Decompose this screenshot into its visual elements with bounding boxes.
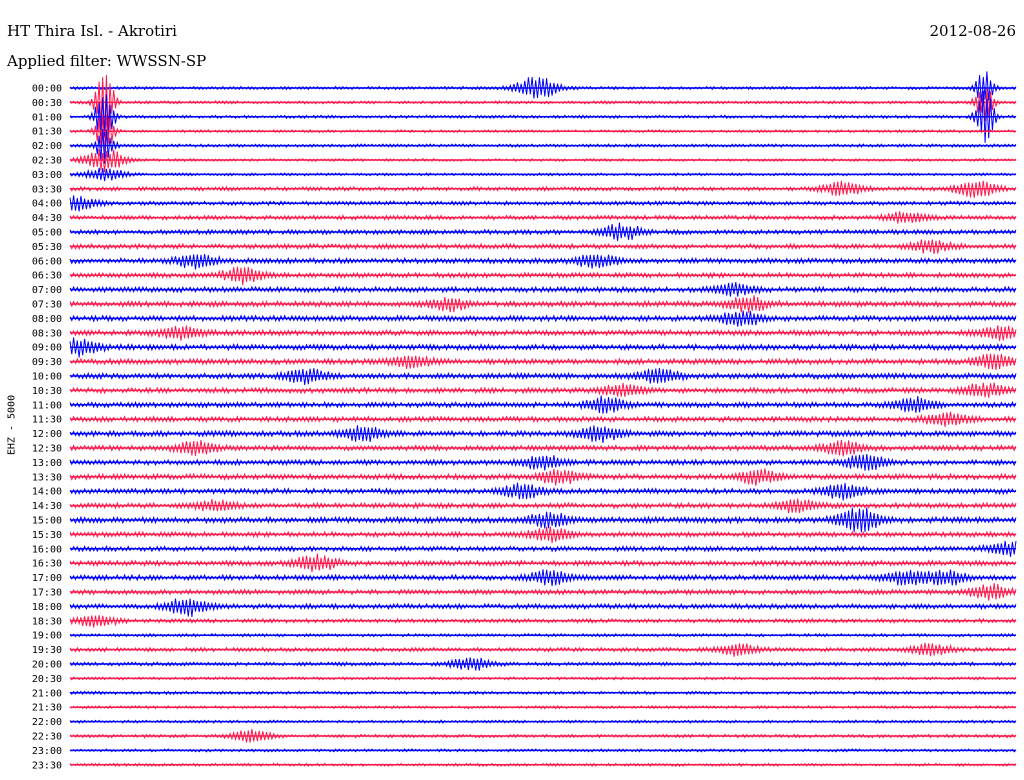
time-tick-label: 15:30 xyxy=(32,530,62,541)
trace-line xyxy=(69,254,1017,270)
trace-line xyxy=(69,114,1017,156)
time-tick-label: 09:00 xyxy=(32,343,62,354)
time-tick-label: 07:30 xyxy=(32,300,62,311)
time-tick-label: 03:30 xyxy=(32,184,62,195)
trace-line xyxy=(69,395,1017,414)
time-tick-label: 22:00 xyxy=(32,717,62,728)
time-tick-label: 13:30 xyxy=(32,472,62,483)
time-tick-label: 20:00 xyxy=(32,660,62,671)
time-tick-label: 14:30 xyxy=(32,501,62,512)
time-tick-label: 08:30 xyxy=(32,328,62,339)
time-tick-label: 00:30 xyxy=(32,98,62,109)
time-tick-label: 18:00 xyxy=(32,602,62,613)
time-tick-label: 16:30 xyxy=(32,559,62,570)
time-tick-label: 21:00 xyxy=(32,688,62,699)
time-tick-label: 03:00 xyxy=(32,170,62,181)
time-tick-label: 17:30 xyxy=(32,588,62,599)
trace-line xyxy=(69,598,1017,618)
time-tick-label: 00:00 xyxy=(32,84,62,95)
time-tick-label: 14:00 xyxy=(32,487,62,498)
date-label: 2012-08-26 xyxy=(929,22,1016,40)
time-tick-label: 12:00 xyxy=(32,429,62,440)
time-tick-label: 02:30 xyxy=(32,156,62,167)
time-tick-label: 06:00 xyxy=(32,256,62,267)
time-tick-label: 12:30 xyxy=(32,444,62,455)
time-tick-label: 08:00 xyxy=(32,314,62,325)
trace-line xyxy=(69,411,1017,427)
time-tick-label: 04:00 xyxy=(32,199,62,210)
time-tick-label: 21:30 xyxy=(32,703,62,714)
time-tick-label: 01:00 xyxy=(32,112,62,123)
time-tick-label: 23:30 xyxy=(32,760,62,771)
time-tick-label: 04:30 xyxy=(32,213,62,224)
time-tick-label: 11:00 xyxy=(32,400,62,411)
trace-line xyxy=(69,468,1017,486)
time-tick-label: 07:00 xyxy=(32,285,62,296)
time-tick-label: 01:30 xyxy=(32,127,62,138)
time-tick-label: 05:00 xyxy=(32,228,62,239)
time-tick-label: 16:00 xyxy=(32,544,62,555)
time-tick-label: 02:00 xyxy=(32,141,62,152)
time-tick-label: 17:00 xyxy=(32,573,62,584)
time-tick-label: 13:00 xyxy=(32,458,62,469)
time-tick-label: 09:30 xyxy=(32,357,62,368)
time-tick-label: 10:00 xyxy=(32,372,62,383)
time-tick-label: 06:30 xyxy=(32,271,62,282)
time-tick-label: 10:30 xyxy=(32,386,62,397)
trace-line xyxy=(69,353,1017,370)
time-tick-label: 05:30 xyxy=(32,242,62,253)
time-tick-label: 19:30 xyxy=(32,645,62,656)
station-title: HT Thira Isl. - Akrotiri xyxy=(7,22,177,40)
time-tick-label: 23:00 xyxy=(32,746,62,757)
time-tick-label: 22:30 xyxy=(32,732,62,743)
time-tick-label: 19:00 xyxy=(32,631,62,642)
time-tick-label: 15:00 xyxy=(32,516,62,527)
time-tick-label: 18:30 xyxy=(32,616,62,627)
trace-line xyxy=(69,325,1017,342)
time-tick-label: 11:30 xyxy=(32,415,62,426)
time-tick-label: 20:30 xyxy=(32,674,62,685)
filter-label: Applied filter: WWSSN-SP xyxy=(7,52,207,70)
trace-line xyxy=(69,74,1017,138)
